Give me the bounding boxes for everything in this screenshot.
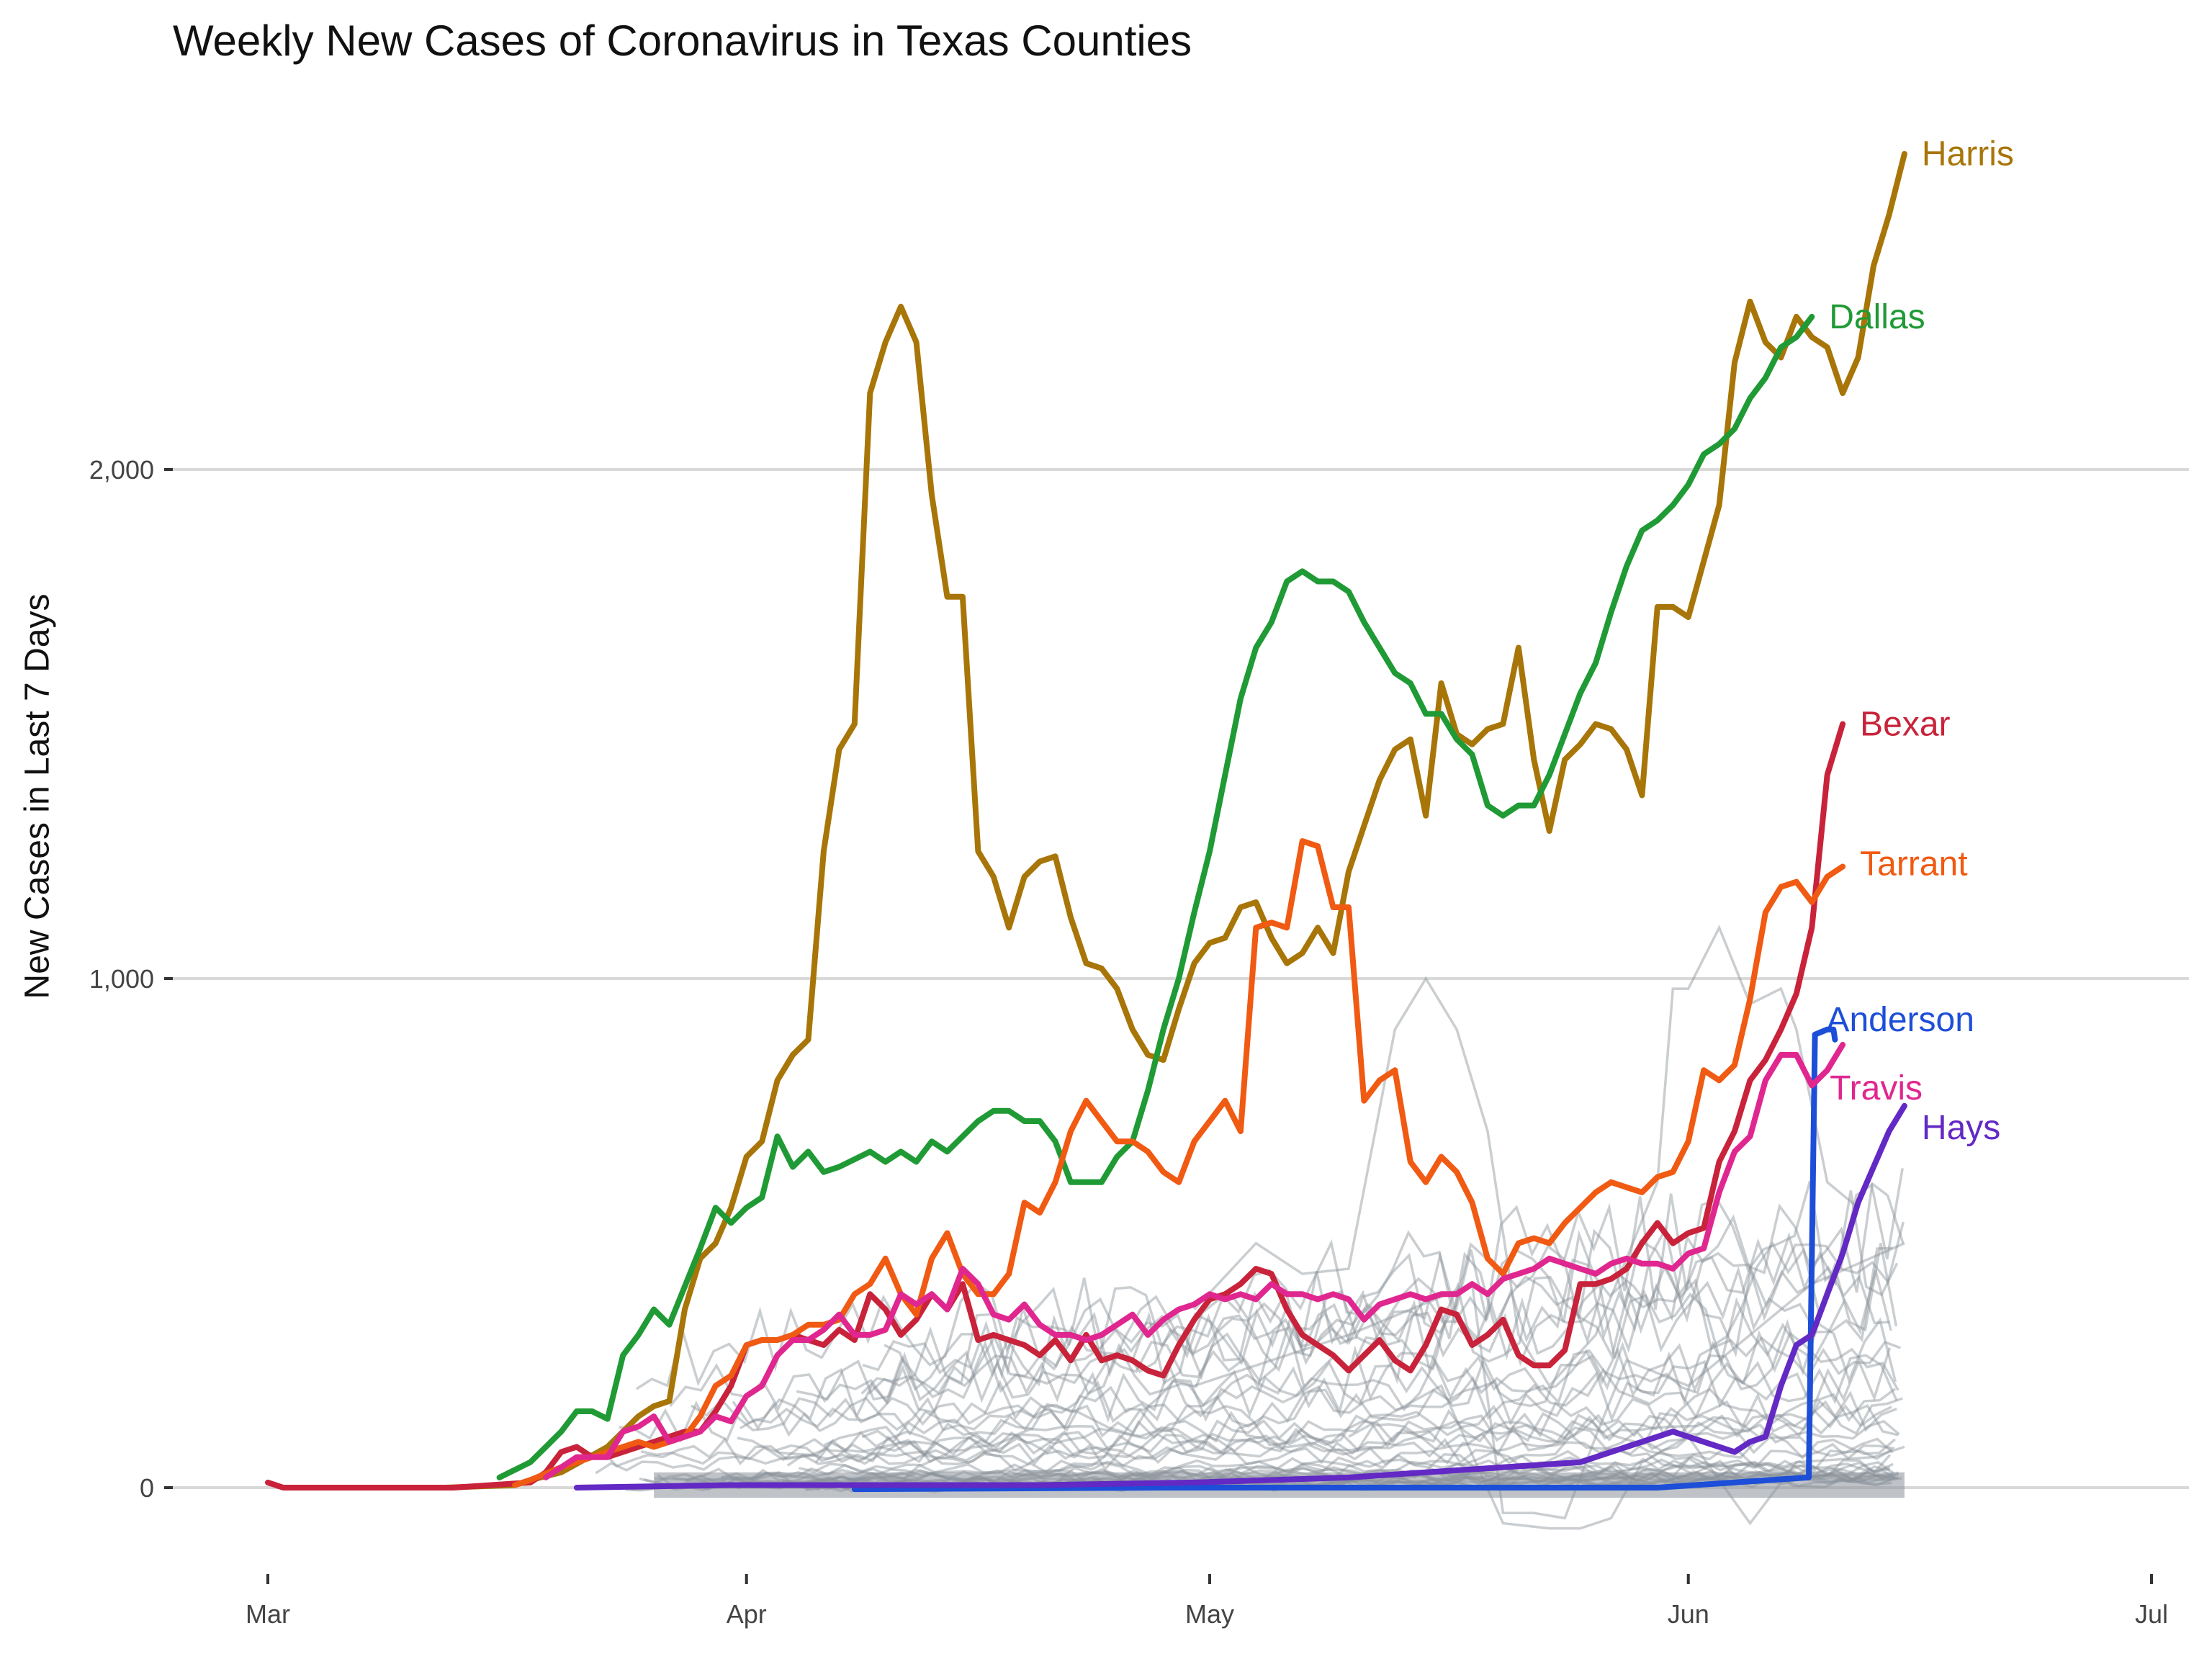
county-line <box>862 1190 1899 1380</box>
county-line <box>775 1397 1903 1463</box>
county-line <box>669 1264 1890 1411</box>
y-tick-label: 0 <box>140 1473 154 1503</box>
series-label-bexar: Bexar <box>1860 706 1950 744</box>
x-tick-label: Mar <box>246 1599 290 1629</box>
background-county-lines <box>586 925 1905 1530</box>
county-line <box>860 1241 1898 1395</box>
series-labels: Harris Dallas Bexar Tarrant Anderson TravisHa… <box>1826 135 2013 1147</box>
county-line <box>737 1388 1897 1462</box>
county-line <box>732 1269 1892 1425</box>
highlighted-series-lines <box>265 150 1907 1493</box>
county-line <box>1193 925 1859 1388</box>
county-line <box>619 1336 1902 1443</box>
county-line <box>786 1419 1900 1467</box>
series-line-hays <box>573 1102 1907 1491</box>
series-line-anderson <box>851 1026 1838 1493</box>
series-line-harris <box>442 150 1907 1491</box>
county-line <box>884 1221 1905 1391</box>
county-line <box>739 1330 1899 1436</box>
series-label-anderson: Anderson <box>1826 1001 1974 1039</box>
series-label-dallas: Dallas <box>1829 298 1925 336</box>
chart-title: Weekly New Cases of Coronavirus in Texas… <box>173 17 1192 65</box>
series-label-tarrant: Tarrant <box>1860 845 1967 883</box>
county-line <box>814 1390 1897 1464</box>
county-line <box>640 1404 1892 1465</box>
county-line <box>799 1431 1896 1474</box>
series-line-bexar <box>265 721 1846 1491</box>
series-label-harris: Harris <box>1922 135 2014 174</box>
county-line <box>595 1431 1894 1475</box>
y-tick-label: 1,000 <box>89 964 154 994</box>
x-tick-label: Jul <box>2135 1599 2168 1629</box>
series-line-dallas <box>496 313 1815 1480</box>
series-label-hays: Hays <box>1922 1109 2000 1147</box>
county-line <box>672 1448 1893 1482</box>
county-line <box>600 1403 1899 1468</box>
series-label-travis: Travis <box>1830 1069 1923 1107</box>
county-line <box>796 1246 1893 1403</box>
y-axis-ticks: 0 1,000 2,000 <box>89 455 173 1503</box>
x-tick-label: Apr <box>727 1599 767 1629</box>
x-tick-label: Jun <box>1668 1599 1709 1629</box>
county-line <box>861 1354 1898 1444</box>
x-tick-label: May <box>1185 1599 1234 1629</box>
y-tick-label: 2,000 <box>89 455 154 485</box>
county-line <box>690 1317 1897 1431</box>
series-line-tarrant <box>512 838 1846 1488</box>
series-line-travis <box>543 1041 1846 1480</box>
county-line <box>824 1347 1892 1447</box>
x-axis-ticks: Mar Apr May Jun Jul <box>246 1574 2168 1629</box>
